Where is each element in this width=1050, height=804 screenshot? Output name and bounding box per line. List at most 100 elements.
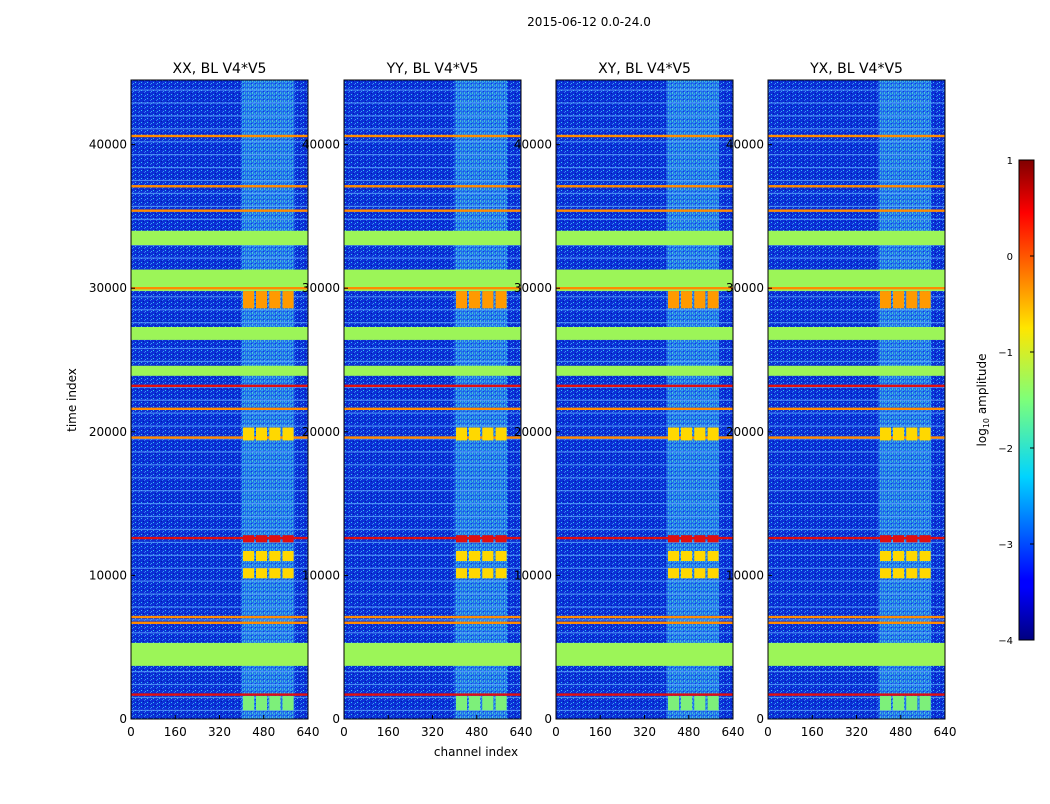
rfi-hot-block — [482, 427, 494, 441]
rfi-hot-block — [469, 550, 481, 562]
rfi-hot-block — [694, 535, 706, 543]
rfi-hot-block — [495, 568, 507, 579]
horizontal-stripe — [131, 451, 308, 453]
horizontal-stripe — [344, 541, 521, 543]
horizontal-stripe — [344, 709, 521, 711]
horizontal-stripe — [768, 141, 945, 143]
rfi-hot-block — [469, 291, 481, 309]
x-axis-label: channel index — [434, 745, 518, 759]
flag-band — [131, 642, 308, 666]
horizontal-stripe — [131, 296, 308, 298]
horizontal-stripe — [344, 503, 521, 505]
horizontal-stripe — [131, 218, 308, 220]
rfi-hot-block — [668, 291, 680, 309]
rfi-low-block — [668, 696, 680, 711]
x-tick-label: 640 — [722, 725, 745, 739]
horizontal-stripe — [556, 89, 733, 91]
rfi-hot-block — [243, 535, 255, 543]
horizontal-stripe — [344, 696, 521, 699]
rfi-hot-block — [469, 535, 481, 543]
horizontal-stripe — [556, 360, 733, 363]
horizontal-stripe — [131, 541, 308, 543]
flag-band — [768, 326, 945, 340]
horizontal-stripe — [556, 619, 733, 621]
flag-line — [131, 436, 308, 439]
horizontal-stripe — [344, 218, 521, 220]
rfi-hot-block — [668, 535, 680, 543]
flag-line — [344, 693, 521, 696]
horizontal-stripe — [768, 296, 945, 298]
horizontal-stripe — [131, 179, 308, 182]
horizontal-stripe — [768, 438, 945, 440]
rfi-hot-block — [469, 568, 481, 579]
horizontal-stripe — [131, 632, 308, 634]
x-tick-label: 320 — [208, 725, 231, 739]
rfi-hot-block — [482, 568, 494, 579]
rfi-hot-block — [893, 427, 905, 441]
horizontal-stripe — [768, 192, 945, 195]
horizontal-stripe — [556, 477, 733, 479]
rfi-hot-block — [919, 427, 931, 441]
rfi-hot-block — [919, 550, 931, 562]
rfi-hot-block — [256, 291, 268, 309]
flag-band — [768, 642, 945, 666]
flag-line — [344, 287, 521, 290]
horizontal-stripe — [131, 515, 308, 518]
rfi-low-block — [495, 696, 507, 711]
horizontal-stripe — [768, 528, 945, 531]
horizontal-stripe — [344, 205, 521, 207]
horizontal-stripe — [768, 128, 945, 130]
horizontal-stripe — [556, 115, 733, 117]
horizontal-stripe — [131, 606, 308, 608]
x-tick-label: 0 — [340, 725, 348, 739]
flag-line — [556, 621, 733, 624]
heatmap-body — [768, 80, 945, 719]
colorbar-tick-label: −2 — [998, 444, 1013, 455]
rfi-hot-block — [906, 568, 918, 579]
horizontal-stripe — [131, 102, 308, 104]
rfi-hot-block — [282, 291, 294, 309]
y-tick-label: 30000 — [726, 281, 764, 295]
rfi-low-block — [694, 696, 706, 711]
horizontal-stripe — [131, 399, 308, 401]
horizontal-stripe — [768, 709, 945, 711]
horizontal-stripe — [556, 567, 733, 569]
rfi-hot-block — [269, 535, 281, 543]
panel-title: YX, BL V4*V5 — [809, 61, 903, 77]
rfi-low-block — [681, 696, 693, 711]
rfi-hot-block — [256, 535, 268, 543]
horizontal-stripe — [344, 386, 521, 388]
rfi-hot-block — [668, 568, 680, 579]
x-tick-label: 160 — [801, 725, 824, 739]
horizontal-stripe — [556, 309, 733, 311]
x-tick-label: 640 — [297, 725, 320, 739]
horizontal-stripe — [131, 128, 308, 130]
horizontal-stripe — [556, 166, 733, 169]
heatmap-panel-2: XY, BL V4*V5 0 160 320 480 640 0 10000 20000 3000… — [514, 61, 745, 739]
rfi-hot-block — [919, 535, 931, 543]
horizontal-stripe — [556, 322, 733, 324]
rfi-hot-block — [880, 535, 892, 543]
rfi-hot-block — [269, 427, 281, 441]
horizontal-stripe — [556, 683, 733, 686]
horizontal-stripe — [556, 709, 733, 711]
flag-line — [131, 621, 308, 624]
horizontal-stripe — [556, 347, 733, 350]
x-tick-label: 480 — [889, 725, 912, 739]
horizontal-stripe — [131, 386, 308, 388]
horizontal-stripe — [768, 399, 945, 401]
flag-line — [768, 287, 945, 290]
rfi-hot-block — [495, 535, 507, 543]
rfi-hot-block — [243, 568, 255, 579]
rfi-hot-block — [681, 550, 693, 562]
horizontal-stripe — [768, 593, 945, 595]
rfi-hot-block — [456, 291, 468, 309]
horizontal-stripe — [344, 128, 521, 130]
horizontal-stripe — [131, 671, 308, 673]
heatmap-panel-1: YY, BL V4*V5 0 160 320 480 640 0 10000 20000 3000… — [302, 61, 533, 739]
rfi-hot-block — [456, 427, 468, 441]
horizontal-stripe — [768, 218, 945, 220]
rfi-hot-block — [282, 535, 294, 543]
flag-line — [768, 693, 945, 696]
